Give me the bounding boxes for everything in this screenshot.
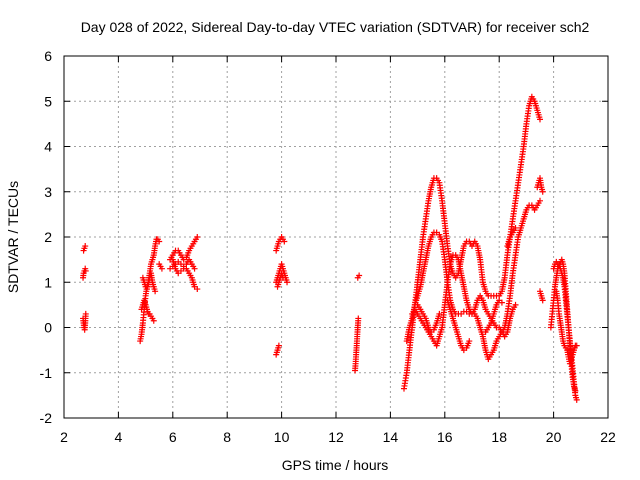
x-tick-label: 22 <box>600 429 616 445</box>
y-tick-label: 1 <box>44 274 52 290</box>
data-point <box>466 338 473 345</box>
chart-title: Day 028 of 2022, Sidereal Day-to-day VTE… <box>81 19 590 35</box>
y-tick-label: -2 <box>40 410 53 426</box>
data-point <box>356 272 363 279</box>
data-point <box>512 224 519 231</box>
y-tick-label: 0 <box>44 320 52 336</box>
data-point <box>573 396 580 403</box>
data-point <box>82 310 89 317</box>
y-tick-label: 5 <box>44 93 52 109</box>
data-point <box>158 265 165 272</box>
y-tick-labels: -2 -1 0 1 2 3 4 5 6 <box>40 48 53 426</box>
data-point <box>537 197 543 204</box>
data-point <box>194 234 201 240</box>
data-point <box>281 238 288 245</box>
data-point <box>194 286 201 293</box>
data-point <box>156 238 163 245</box>
data-point <box>537 116 543 123</box>
x-tick-labels: 2 4 6 8 10 12 14 16 18 20 22 <box>60 429 616 445</box>
grid-lines <box>64 56 608 418</box>
data-point <box>279 274 286 281</box>
data-point <box>498 299 505 306</box>
data-point <box>539 297 546 304</box>
x-tick-label: 6 <box>169 429 177 445</box>
data-point <box>355 315 362 322</box>
y-axis-label: SDTVAR / TECUs <box>5 181 21 293</box>
y-tick-label: 2 <box>44 229 52 245</box>
data-point <box>573 342 580 349</box>
x-tick-label: 4 <box>115 429 123 445</box>
data-point <box>191 265 198 272</box>
data-point <box>572 387 579 394</box>
x-tick-label: 14 <box>383 429 399 445</box>
y-tick-label: 4 <box>44 139 52 155</box>
data-point <box>82 243 89 250</box>
plot-frame <box>63 55 609 419</box>
data-point <box>150 317 157 324</box>
y-tick-label: 3 <box>44 184 52 200</box>
data-point <box>436 310 443 317</box>
data-points <box>80 93 580 403</box>
y-tick-label: -1 <box>40 365 53 381</box>
data-point <box>284 279 291 286</box>
x-tick-label: 2 <box>60 429 68 445</box>
data-point <box>152 288 159 295</box>
data-point <box>82 267 89 274</box>
y-tick-label: 6 <box>44 48 52 64</box>
x-axis-label: GPS time / hours <box>282 457 389 473</box>
data-point <box>275 342 282 349</box>
x-tick-label: 16 <box>437 429 453 445</box>
x-tick-label: 20 <box>546 429 562 445</box>
data-point <box>539 188 546 195</box>
x-tick-label: 12 <box>328 429 344 445</box>
x-tick-label: 10 <box>274 429 290 445</box>
x-tick-label: 18 <box>491 429 507 445</box>
data-point <box>512 301 519 308</box>
x-tick-label: 8 <box>223 429 231 445</box>
